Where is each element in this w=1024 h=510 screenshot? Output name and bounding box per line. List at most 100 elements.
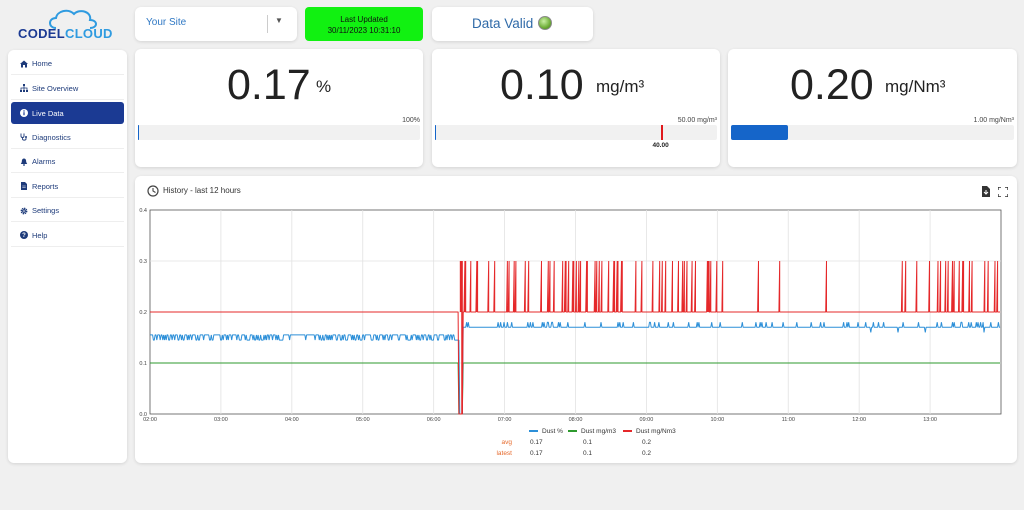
metric-card-dust-percent: 0.17 % 100% [135,49,423,167]
series-line-dust-mg-m3 [150,362,1001,415]
sidebar-item-label: Help [32,230,48,240]
alarm-threshold-label: 40.00 [652,142,669,149]
sidebar-item-alarms[interactable]: Alarms [11,151,124,173]
alarm-threshold-marker [660,125,663,140]
legend-label: Dust mg/m3 [581,428,617,435]
svg-text:?: ? [22,233,26,239]
sidebar-item-label: Live Data [32,108,64,118]
sidebar-item-diagnostics[interactable]: Diagnostics [11,127,124,149]
x-tick-label: 07:00 [498,417,512,423]
sidebar-item-label: Home [32,59,53,68]
metric-max-label: 50.00 mg/m³ [677,117,717,124]
y-tick-label: 0.0 [139,412,147,418]
sidebar-item-label: Settings [32,206,60,215]
history-title: History - last 12 hours [163,186,241,195]
last-updated-badge: Last Updated 30/11/2023 10:31:10 [305,7,423,41]
sidebar-item-live-data[interactable]: Live Data [11,102,124,124]
legend-entry[interactable]: Dust % [529,428,563,435]
x-tick-label: 03:00 [214,417,228,423]
chevron-down-icon[interactable]: ▼ [275,16,283,25]
metric-bar-track [138,125,420,140]
stats-value: 0.1 [583,439,593,446]
info-icon [20,109,28,117]
sidebar: Home Site Overview Live Data Diagnostics Ala… [8,50,127,463]
metric-value: 0.10 [500,61,584,109]
metric-value: 0.17 [227,61,311,109]
sidebar-item-reports[interactable]: Reports [11,176,124,198]
status-led-icon [538,16,552,30]
codel-cloud-logo: CODELCLOUD [18,6,118,42]
clock-icon [147,185,159,197]
x-tick-label: 09:00 [640,417,654,423]
legend-entry[interactable]: Dust mg/Nm3 [623,428,676,435]
metric-bar-fill [435,125,437,140]
x-tick-label: 08:00 [569,417,583,423]
sidebar-item-help[interactable]: ? Help [11,225,124,247]
download-icon[interactable] [981,186,991,197]
series-line-dust-mg-nm3 [150,260,1001,415]
last-updated-label: Last Updated [340,15,388,24]
metric-unit: mg/m³ [596,77,645,96]
question-icon: ? [20,231,28,239]
logo-text-codel: CODEL [18,26,65,41]
home-icon [20,60,28,67]
metric-max-label: 1.00 mg/Nm³ [973,117,1014,124]
history-card: History - last 12 hours 0.0 0.1 0.2 0.3 0.4 0… [135,176,1017,463]
metric-bar-track [731,125,1014,140]
legend-label: Dust % [542,428,563,435]
metric-bar-fill [731,125,788,140]
history-chart[interactable]: 0.0 0.1 0.2 0.3 0.4 02:00 03:00 04:00 05:00 06:00… [135,176,1017,463]
metric-card-dust-mgm3: 0.10 mg/m³ 50.00 mg/m³ 40.00 [432,49,720,167]
stethoscope-icon [20,133,27,141]
sidebar-item-label: Site Overview [32,83,79,93]
stats-value: 0.2 [642,439,652,446]
data-status-text: Data Valid [472,16,534,31]
sidebar-item-settings[interactable]: Settings [11,200,124,222]
y-tick-label: 0.2 [139,310,147,316]
cloud-icon [49,9,97,29]
x-tick-label: 02:00 [143,417,157,423]
stats-value: 0.2 [642,450,652,457]
series-spike [459,261,463,414]
stats-row-label: latest [496,450,512,457]
stats-value: 0.17 [530,439,543,446]
sidebar-item-site-overview[interactable]: Site Overview [11,78,124,100]
sidebar-item-label: Alarms [32,157,56,166]
metric-card-dust-mgnm3: 0.20 mg/Nm³ 1.00 mg/Nm³ [728,49,1017,167]
site-select-divider [267,15,268,33]
x-tick-label: 05:00 [356,417,370,423]
legend-label: Dust mg/Nm3 [636,428,676,435]
sidebar-item-home[interactable]: Home [11,53,124,75]
legend-entry[interactable]: Dust mg/m3 [568,428,616,435]
logo-text-cloud: CLOUD [65,26,113,41]
stats-value: 0.1 [583,450,593,457]
y-tick-label: 0.4 [139,208,147,214]
metric-value: 0.20 [790,61,874,109]
gear-icon [20,207,28,214]
stats-row-label: avg [501,439,512,446]
site-select[interactable]: Your Site ▼ [135,7,297,41]
sitemap-icon [20,84,28,92]
series-line-dust- [150,321,1001,415]
bell-icon [20,158,28,166]
metric-bar-fill [138,125,140,140]
data-status-card: Data Valid [432,7,593,41]
x-tick-label: 13:00 [923,417,937,423]
y-tick-label: 0.1 [139,361,147,367]
file-icon [21,182,27,190]
metric-bar-track: 40.00 [435,125,717,149]
x-tick-label: 12:00 [852,417,866,423]
sidebar-item-label: Reports [32,181,59,191]
x-tick-label: 11:00 [782,417,795,423]
x-tick-label: 10:00 [710,417,724,423]
metric-max-label: 100% [402,117,420,124]
sidebar-item-label: Diagnostics [32,132,71,142]
last-updated-value: 30/11/2023 10:31:10 [327,26,401,35]
site-select-value: Your Site [146,17,187,28]
stats-value: 0.17 [530,450,543,457]
metric-unit: % [316,77,332,96]
y-tick-label: 0.3 [139,259,147,265]
x-tick-label: 04:00 [285,417,299,423]
x-tick-label: 06:00 [427,417,441,423]
metric-unit: mg/Nm³ [885,77,946,96]
